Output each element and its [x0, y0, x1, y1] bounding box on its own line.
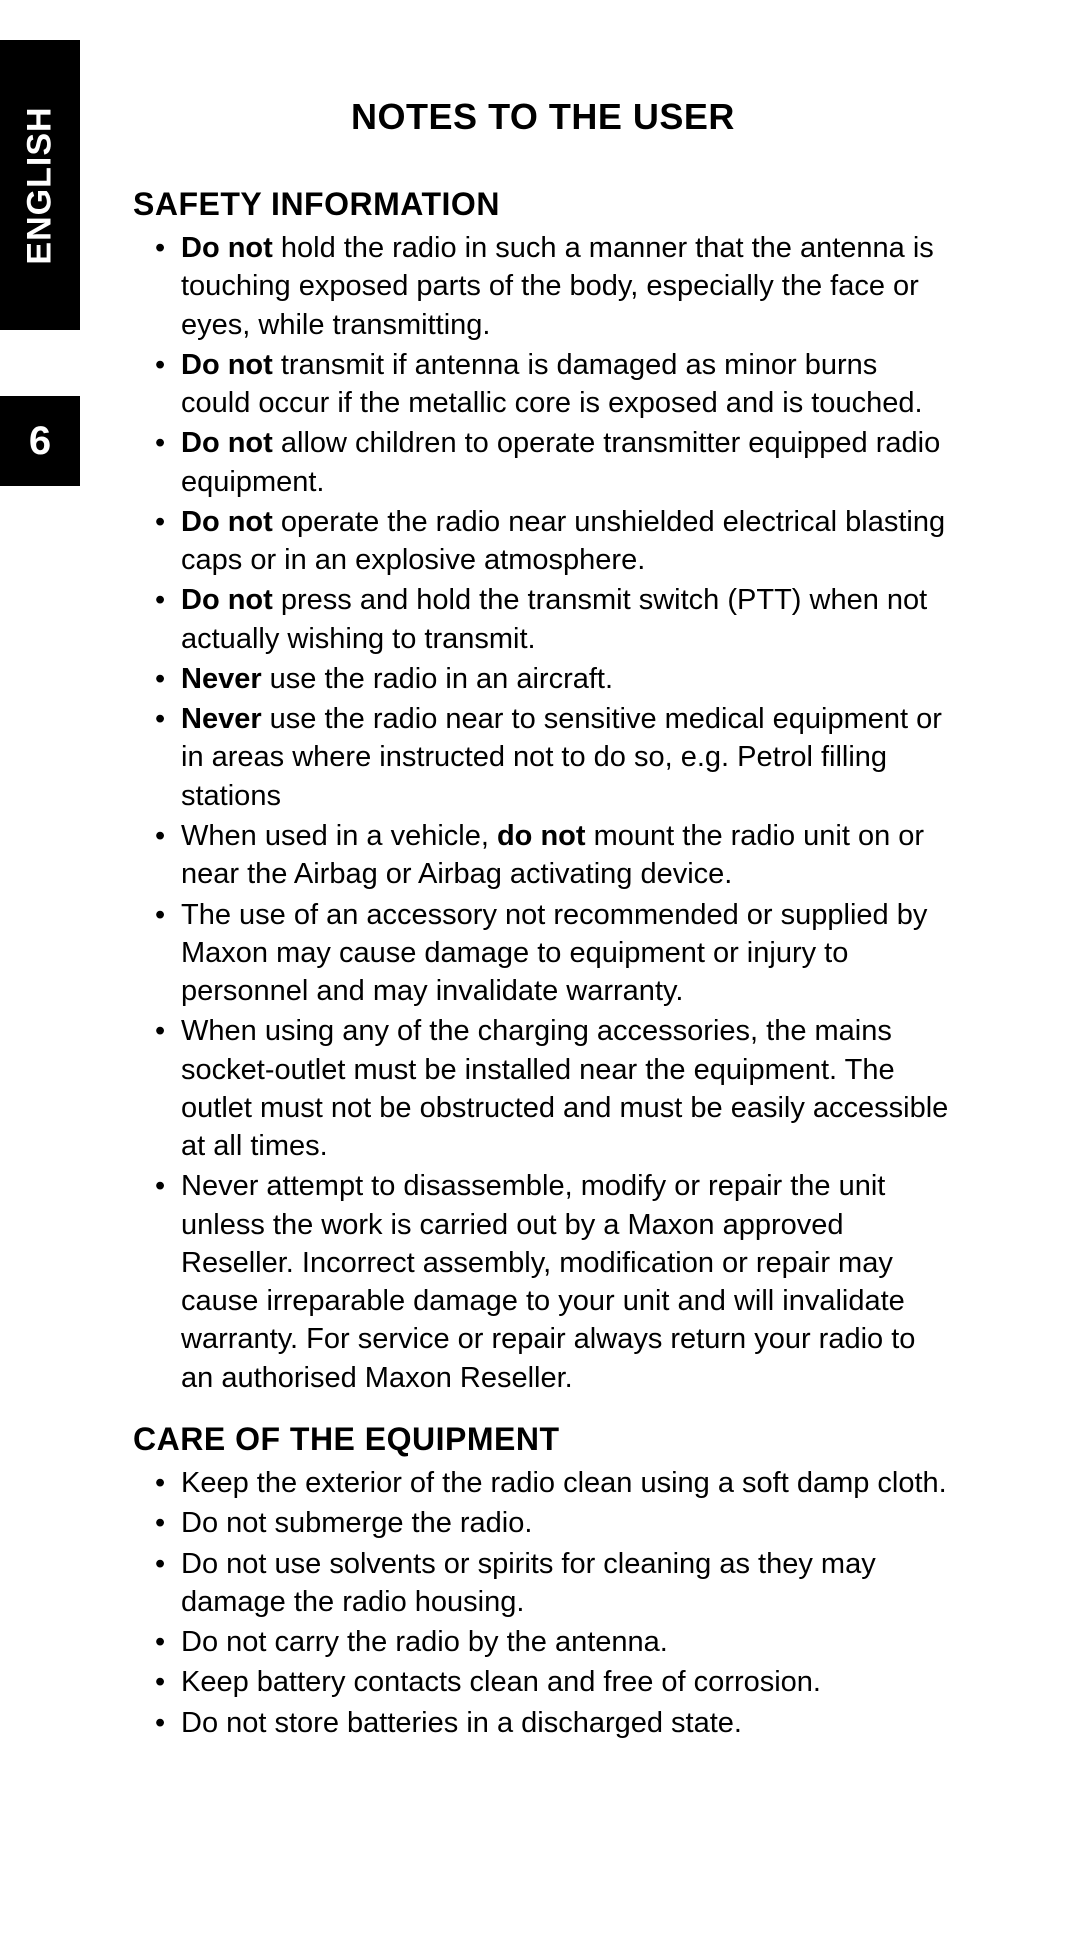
- list-item: Do not hold the radio in such a manner t…: [155, 229, 953, 344]
- content-area: NOTES TO THE USER SAFETY INFORMATION Do n…: [133, 96, 953, 1744]
- list-item: Keep the exterior of the radio clean usi…: [155, 1464, 953, 1502]
- list-item: Never attempt to disassemble, modify or …: [155, 1167, 953, 1397]
- text-run: Do not: [181, 427, 273, 459]
- list-item: When used in a vehicle, do not mount the…: [155, 817, 953, 894]
- section-heading: SAFETY INFORMATION: [133, 186, 953, 223]
- text-run: use the radio in an aircraft.: [262, 663, 613, 695]
- text-run: Do not submerge the radio.: [181, 1507, 532, 1539]
- text-run: transmit if antenna is damaged as minor …: [181, 349, 923, 419]
- list-item: Do not transmit if antenna is damaged as…: [155, 346, 953, 423]
- text-run: hold the radio in such a manner that the…: [181, 232, 934, 341]
- text-run: The use of an accessory not recommended …: [181, 899, 927, 1008]
- text-run: Do not: [181, 584, 273, 616]
- list-item: The use of an accessory not recommended …: [155, 896, 953, 1011]
- list-item: Do not operate the radio near unshielded…: [155, 503, 953, 580]
- list-item: Do not submerge the radio.: [155, 1504, 953, 1542]
- list-item: Do not use solvents or spirits for clean…: [155, 1545, 953, 1622]
- text-run: allow children to operate transmitter eq…: [181, 427, 940, 497]
- language-tab: ENGLISH: [0, 40, 80, 330]
- page-title: NOTES TO THE USER: [133, 96, 953, 138]
- page-number: 6: [29, 419, 51, 464]
- text-run: Never attempt to disassemble, modify or …: [181, 1170, 915, 1393]
- text-run: press and hold the transmit switch (PTT)…: [181, 584, 927, 654]
- list-item: Keep battery contacts clean and free of …: [155, 1663, 953, 1701]
- language-label: ENGLISH: [21, 106, 60, 264]
- text-run: use the radio near to sensitive medical …: [181, 703, 942, 812]
- text-run: Do not use solvents or spirits for clean…: [181, 1548, 876, 1618]
- text-run: Do not carry the radio by the antenna.: [181, 1626, 668, 1658]
- list-item: Never use the radio near to sensitive me…: [155, 700, 953, 815]
- page: ENGLISH 6 NOTES TO THE USER SAFETY INFOR…: [0, 0, 1080, 1946]
- list-item: Do not carry the radio by the antenna.: [155, 1623, 953, 1661]
- list-item: Do not allow children to operate transmi…: [155, 424, 953, 501]
- text-run: Do not store batteries in a discharged s…: [181, 1707, 742, 1739]
- list-item: Do not store batteries in a discharged s…: [155, 1704, 953, 1742]
- text-run: Do not: [181, 232, 273, 264]
- bullet-list: Keep the exterior of the radio clean usi…: [155, 1464, 953, 1742]
- list-item: When using any of the charging accessori…: [155, 1012, 953, 1165]
- text-run: Never: [181, 663, 262, 695]
- text-run: do not: [497, 820, 586, 852]
- text-run: When used in a vehicle,: [181, 820, 497, 852]
- bullet-list: Do not hold the radio in such a manner t…: [155, 229, 953, 1397]
- text-run: When using any of the charging accessori…: [181, 1015, 948, 1162]
- sections: SAFETY INFORMATION Do not hold the radio …: [133, 186, 953, 1742]
- text-run: Keep the exterior of the radio clean usi…: [181, 1467, 947, 1499]
- text-run: Do not: [181, 506, 273, 538]
- text-run: Keep battery contacts clean and free of …: [181, 1666, 821, 1698]
- section-heading: CARE OF THE EQUIPMENT: [133, 1421, 953, 1458]
- text-run: operate the radio near unshielded electr…: [181, 506, 945, 576]
- list-item: Never use the radio in an aircraft.: [155, 660, 953, 698]
- text-run: Do not: [181, 349, 273, 381]
- text-run: Never: [181, 703, 262, 735]
- list-item: Do not press and hold the transmit switc…: [155, 581, 953, 658]
- page-number-box: 6: [0, 396, 80, 486]
